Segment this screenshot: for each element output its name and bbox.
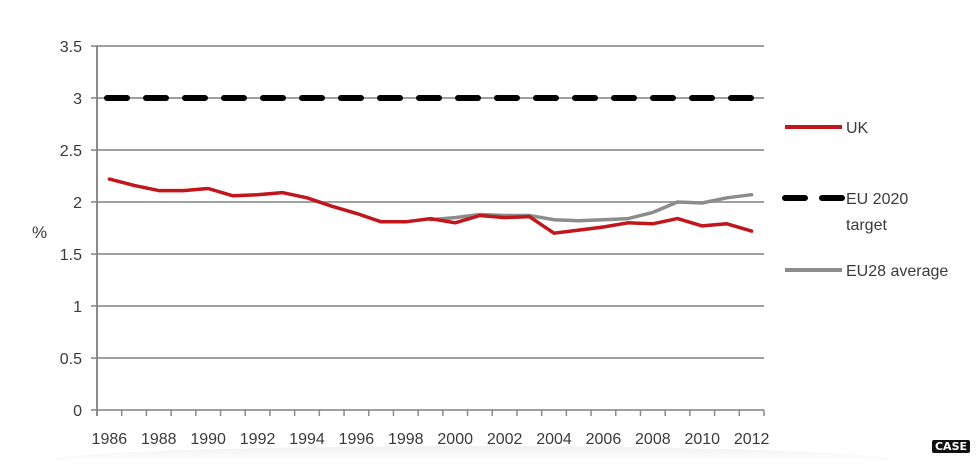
legend-eu-target-label: EU 2020 [846, 191, 908, 208]
x-tick-label: 2012 [734, 431, 770, 448]
x-tick-label: 2008 [635, 431, 671, 448]
legend-uk-label: UK [846, 120, 869, 137]
y-tick-label: 1.5 [60, 247, 82, 264]
x-axis: 1986 1988 1990 1992 1994 1996 1998 2000 2002 2004… [92, 46, 770, 448]
y-tick-label: 1 [73, 299, 82, 316]
x-tick-label: 2010 [684, 431, 720, 448]
y-tick-label: 2 [73, 195, 82, 212]
y-tick-label: 0.5 [60, 351, 82, 368]
y-axis-label: % [32, 223, 47, 242]
x-tick-label: 1996 [339, 431, 375, 448]
legend: UK EU 2020 target EU28 average [782, 120, 948, 280]
y-axis-ticks: 0 0.5 1 1.5 2 2.5 3 3.5 [60, 39, 82, 420]
x-tick-label: 2004 [536, 431, 572, 448]
y-tick-label: 3 [73, 91, 82, 108]
series-uk [107, 177, 754, 235]
y-tick-label: 2.5 [60, 143, 82, 160]
y-tick-label: 0 [73, 403, 82, 420]
legend-eu-target-label-line2: target [846, 217, 887, 234]
x-tick-label: 1998 [388, 431, 424, 448]
x-tick-label: 2000 [437, 431, 473, 448]
y-tick-label: 3.5 [60, 39, 82, 56]
x-tick-label: 1986 [92, 431, 128, 448]
x-tick-label: 1988 [141, 431, 177, 448]
legend-eu28-label: EU28 average [846, 263, 948, 280]
x-tick-label: 1992 [240, 431, 276, 448]
x-tick-label: 1994 [289, 431, 325, 448]
data-series [104, 95, 763, 235]
x-tick-label: 2002 [487, 431, 523, 448]
x-tick-label: 2006 [586, 431, 622, 448]
x-tick-label: 1990 [190, 431, 226, 448]
reflection-shadow [40, 446, 900, 462]
case-watermark-logo: CASE [932, 440, 970, 453]
